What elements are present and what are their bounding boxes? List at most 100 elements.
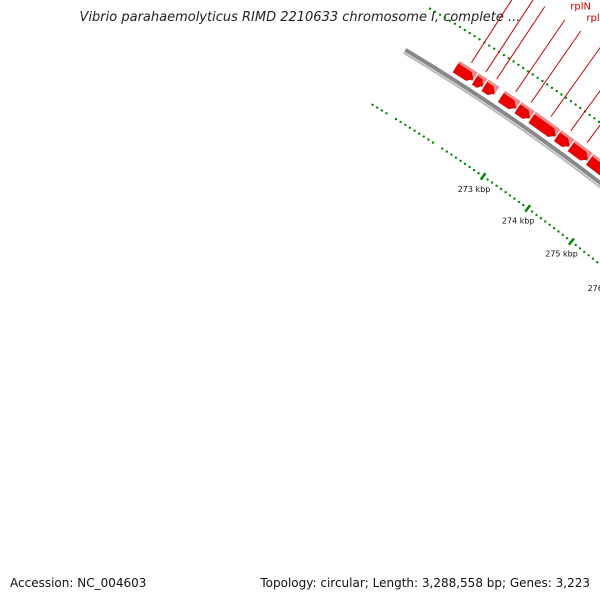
minor-tick — [544, 220, 547, 223]
outer-tick — [493, 47, 496, 50]
minor-tick — [450, 153, 453, 156]
minor-tick — [583, 250, 586, 254]
cds-arrow[interactable] — [553, 132, 570, 147]
tick-label: 273 kbp — [458, 185, 491, 194]
minor-tick — [408, 126, 412, 129]
gene-label-leader — [550, 46, 600, 117]
major-tick — [479, 172, 487, 181]
outer-tick — [473, 35, 476, 38]
cds-arrow[interactable] — [567, 142, 588, 161]
minor-tick — [463, 162, 467, 166]
outer-tick — [593, 117, 596, 120]
minor-tick — [495, 184, 498, 187]
topology-text: Topology: circular; Length: 3,288,558 bp… — [260, 576, 590, 590]
minor-tick — [596, 261, 599, 264]
outer-tick — [550, 86, 554, 90]
minor-tick — [418, 132, 421, 135]
minor-tick — [468, 165, 471, 169]
tick-label: 276 kbp — [588, 284, 600, 293]
cds-arrow[interactable] — [452, 63, 474, 81]
outer-tick — [560, 93, 563, 96]
gene-label-leader — [485, 0, 534, 73]
outer-tick — [443, 16, 447, 19]
minor-tick — [530, 210, 534, 213]
gene-feature[interactable] — [587, 154, 600, 176]
outer-tick — [597, 120, 600, 123]
outer-tick — [574, 103, 577, 106]
cds-arrow[interactable] — [497, 93, 516, 110]
minor-tick — [486, 178, 489, 181]
outer-tick — [526, 70, 530, 73]
gene-label-leader — [496, 6, 546, 80]
minor-tick — [587, 254, 590, 257]
minor-tick — [578, 247, 582, 250]
outer-tick — [453, 22, 457, 25]
minor-tick — [441, 147, 444, 150]
minor-tick — [459, 159, 462, 162]
minor-tick — [385, 112, 388, 115]
major-tick — [524, 204, 532, 213]
minor-tick — [422, 135, 425, 138]
outer-tick — [555, 89, 558, 93]
minor-tick — [561, 233, 564, 237]
minor-tick — [472, 168, 476, 172]
cds-arrow[interactable] — [471, 75, 483, 88]
minor-tick — [404, 123, 407, 127]
minor-tick — [548, 223, 551, 226]
cds-arrow[interactable] — [481, 82, 495, 96]
outer-tick — [531, 73, 534, 76]
outer-tick — [512, 60, 515, 63]
gene-label-leader — [530, 30, 582, 103]
tick-label: 275 kbp — [545, 250, 578, 259]
minor-tick — [399, 120, 402, 124]
minor-tick — [394, 117, 398, 121]
gene-label-leader — [470, 0, 513, 63]
minor-tick — [376, 106, 379, 109]
outer-tick — [517, 63, 520, 66]
minor-tick — [552, 227, 556, 230]
outer-tick — [448, 19, 452, 22]
gene-label[interactable]: rplN — [570, 2, 591, 13]
outer-tick — [433, 10, 437, 13]
gene-label[interactable]: rplX — [586, 13, 600, 24]
cds-arrow[interactable] — [514, 104, 531, 119]
outer-tick — [536, 76, 539, 80]
minor-tick — [504, 191, 507, 194]
minor-tick — [565, 237, 569, 240]
minor-tick — [517, 200, 521, 204]
backbone-inner-line — [403, 52, 600, 189]
outer-tick — [522, 66, 525, 70]
minor-tick — [591, 257, 595, 260]
minor-tick — [454, 156, 458, 159]
minor-tick — [413, 129, 416, 132]
accession-text: Accession: NC_004603 — [10, 576, 147, 590]
gene-label-leader — [586, 124, 600, 143]
gene-label-leader — [570, 90, 600, 132]
minor-tick — [508, 194, 512, 197]
tick-label: 274 kbp — [502, 217, 535, 226]
outer-tick — [564, 96, 568, 100]
minor-tick — [557, 230, 560, 233]
cds-arrow[interactable] — [585, 156, 600, 180]
minor-tick — [477, 172, 480, 175]
outer-tick — [507, 57, 510, 60]
backbone-outer-line — [404, 48, 600, 186]
outer-tick — [463, 28, 466, 32]
outer-tick — [502, 53, 506, 57]
outer-tick — [579, 106, 582, 110]
minor-tick — [513, 197, 516, 200]
outer-tick — [588, 113, 591, 117]
outer-tick — [438, 13, 442, 16]
outer-tick — [428, 7, 432, 10]
outer-tick — [468, 31, 471, 35]
cds-arrow[interactable] — [528, 114, 556, 137]
minor-tick — [490, 181, 494, 184]
outer-tick — [546, 83, 549, 86]
minor-tick — [431, 141, 435, 144]
map-title: Vibrio parahaemolyticus RIMD 2210633 chr… — [79, 10, 521, 25]
minor-tick — [535, 213, 538, 217]
gene-label-leader — [515, 19, 566, 93]
outer-tick — [478, 38, 481, 41]
